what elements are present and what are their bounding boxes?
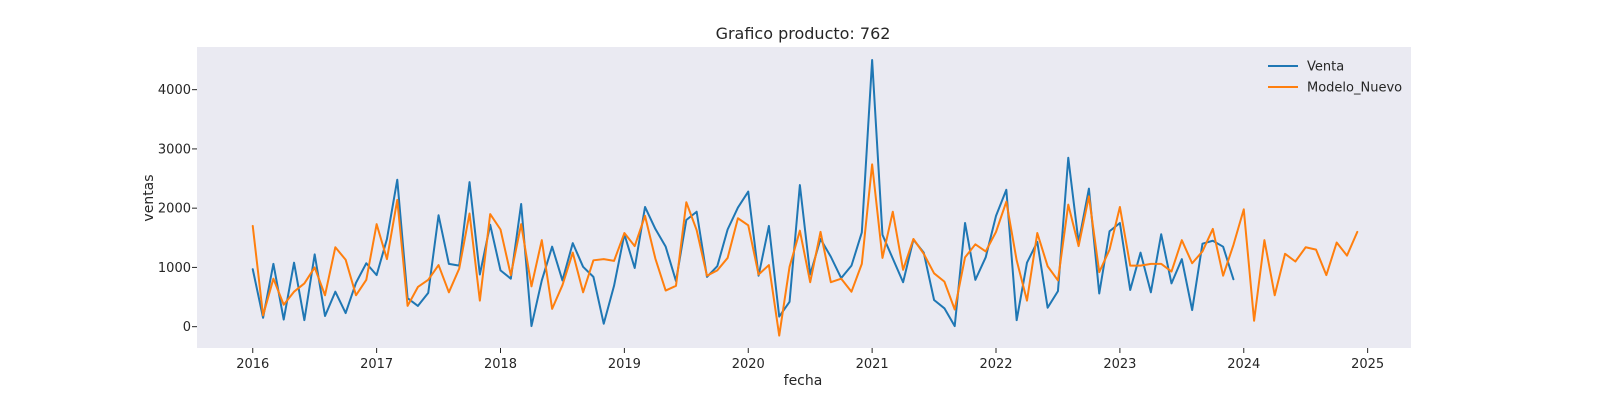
x-tick-label: 2021 (856, 357, 889, 372)
chart-title: Grafico producto: 762 (716, 24, 891, 43)
y-tick-label: 1000 (158, 261, 191, 276)
y-tick-label: 3000 (158, 142, 191, 157)
y-tick-label: 4000 (158, 83, 191, 98)
y-tick-label: 0 (183, 320, 191, 335)
x-tick-label: 2022 (979, 357, 1012, 372)
x-axis-ticks: 2016 2017 2018 2019 2020 2021 2022 2023 2024 2025 (236, 348, 1384, 372)
series-line-venta (251, 59, 1235, 328)
x-tick-label: 2016 (236, 357, 269, 372)
legend-label: Modelo_Nuevo (1307, 81, 1402, 96)
plot-area (197, 47, 1411, 348)
x-tick-label: 2019 (608, 357, 641, 372)
x-tick-label: 2025 (1351, 357, 1384, 372)
x-tick-label: 2020 (732, 357, 765, 372)
x-axis-label: fecha (784, 373, 823, 389)
y-axis-label: ventas (141, 174, 157, 221)
x-tick-label: 2024 (1227, 357, 1260, 372)
legend-label: Venta (1307, 60, 1344, 75)
legend: Venta Modelo_Nuevo (1268, 60, 1402, 96)
y-tick-label: 2000 (158, 202, 191, 217)
series-lines (251, 59, 1359, 337)
x-tick-label: 2018 (484, 357, 517, 372)
x-tick-label: 2023 (1103, 357, 1136, 372)
x-tick-label: 2017 (360, 357, 393, 372)
series-line-modelo-nuevo (251, 163, 1359, 337)
y-axis-ticks: 0 1000 2000 3000 4000 (158, 83, 197, 335)
